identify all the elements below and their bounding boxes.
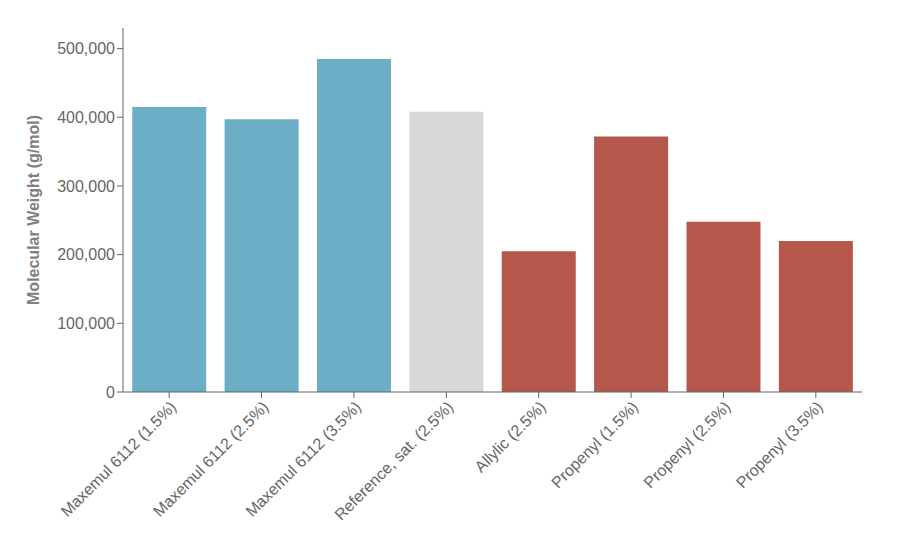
svg-text:100,000: 100,000: [57, 315, 115, 332]
svg-text:0: 0: [106, 384, 115, 401]
svg-text:Allylic (2.5%): Allylic (2.5%): [471, 398, 548, 475]
svg-text:Maxemul 6112 (2.5%): Maxemul 6112 (2.5%): [149, 398, 272, 520]
svg-text:Propenyl (2.5%): Propenyl (2.5%): [640, 398, 733, 491]
svg-text:500,000: 500,000: [57, 40, 115, 57]
svg-text:200,000: 200,000: [57, 246, 115, 263]
svg-text:Propenyl (1.5%): Propenyl (1.5%): [548, 398, 641, 491]
svg-text:Maxemul 6112 (1.5%): Maxemul 6112 (1.5%): [57, 398, 180, 520]
svg-text:Molecular Weight (g/mol): Molecular Weight (g/mol): [25, 115, 42, 305]
svg-text:Maxemul 6112 (3.5%): Maxemul 6112 (3.5%): [242, 398, 365, 520]
svg-text:Propenyl (3.5%): Propenyl (3.5%): [733, 398, 826, 491]
svg-text:Reference, sat. (2.5%): Reference, sat. (2.5%): [331, 398, 456, 523]
svg-text:400,000: 400,000: [57, 109, 115, 126]
svg-text:300,000: 300,000: [57, 178, 115, 195]
